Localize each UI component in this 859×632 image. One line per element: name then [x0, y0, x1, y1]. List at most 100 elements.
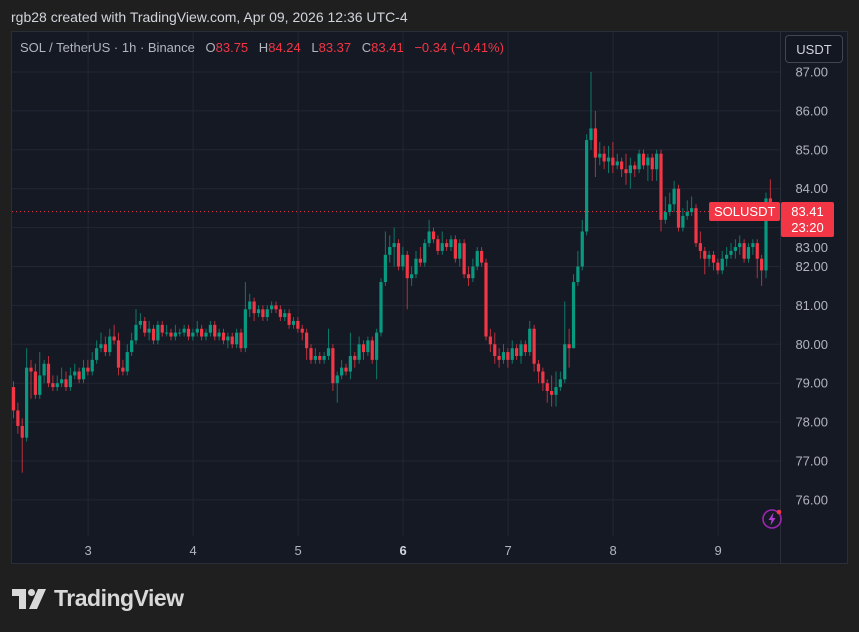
candle-body: [440, 243, 444, 251]
candle: [51, 375, 55, 391]
currency-button[interactable]: USDT: [785, 35, 843, 63]
candle-body: [147, 328, 151, 333]
candle-body: [265, 309, 269, 318]
candle-body: [95, 348, 99, 360]
candle-body: [366, 340, 370, 353]
candle-body: [116, 340, 121, 368]
candle: [200, 324, 204, 341]
candle-body: [326, 348, 331, 356]
lightning-icon[interactable]: [761, 508, 783, 535]
high-label: H: [258, 40, 269, 55]
candle: [523, 340, 527, 356]
candle-body: [33, 371, 37, 395]
candle-body: [86, 367, 90, 372]
candle: [493, 332, 497, 364]
candle-body: [226, 336, 230, 341]
candle: [633, 161, 637, 178]
candle-body: [134, 324, 138, 341]
candle: [243, 282, 247, 353]
candle: [615, 153, 619, 170]
candle-body: [567, 344, 571, 349]
candle-body: [335, 375, 339, 384]
candle-body: [121, 367, 125, 372]
candle: [143, 317, 147, 337]
candle: [414, 250, 418, 279]
candle-body: [410, 274, 414, 279]
candle-body: [720, 258, 724, 271]
candle-body: [375, 332, 379, 360]
symbol-label[interactable]: SOL / TetherUS · 1h · Binance: [20, 40, 195, 55]
candle: [606, 145, 611, 174]
candle-body: [493, 344, 497, 356]
candle-body: [515, 348, 519, 356]
price-axis-label: 77.00: [795, 454, 828, 469]
candle-body: [563, 344, 567, 380]
candle-body: [191, 332, 195, 337]
tradingview-logo[interactable]: TradingView: [12, 585, 184, 612]
candle-body: [20, 425, 24, 438]
candle-body: [278, 309, 282, 318]
candle: [593, 110, 597, 178]
candle-body: [449, 239, 453, 248]
candle: [532, 324, 536, 372]
candle: [707, 250, 711, 267]
candle-body: [755, 243, 759, 259]
candle-body: [331, 348, 335, 384]
candle-body: [305, 332, 309, 349]
candle: [484, 258, 488, 341]
candle: [453, 235, 457, 263]
candle: [410, 266, 414, 286]
candle: [405, 250, 409, 310]
candle-body: [466, 274, 471, 279]
close-label: C: [361, 40, 372, 55]
candle: [331, 344, 335, 391]
candle-body: [25, 367, 29, 438]
candle: [305, 328, 309, 360]
candle: [506, 348, 510, 368]
candle: [173, 324, 177, 341]
candle-body: [51, 383, 55, 388]
candle-body: [506, 352, 510, 360]
candle: [90, 352, 94, 376]
candle-body: [309, 348, 313, 360]
chart-panel[interactable]: [11, 31, 848, 564]
candle-body: [742, 243, 746, 259]
candle-body: [733, 247, 737, 251]
candle-body: [427, 231, 431, 244]
candle: [73, 363, 77, 380]
candle: [322, 352, 326, 364]
candle: [685, 200, 689, 220]
candle: [287, 309, 291, 329]
candle-body: [383, 254, 387, 283]
candle: [361, 340, 366, 360]
candle-body: [497, 355, 501, 360]
candle: [471, 258, 475, 283]
candle-body: [173, 332, 177, 337]
candle-body: [283, 313, 287, 318]
candle-body: [392, 243, 396, 248]
candle: [488, 328, 492, 353]
price-axis-label: 86.00: [795, 103, 828, 118]
candle: [497, 348, 501, 368]
candle-body: [169, 332, 173, 337]
candle-body: [296, 320, 300, 329]
candle: [112, 324, 116, 345]
candle-body: [73, 371, 77, 376]
candle-body: [138, 320, 142, 325]
candle-body: [151, 328, 156, 341]
candle-body: [77, 371, 81, 380]
candle: [445, 239, 449, 251]
candle-body: [357, 344, 361, 360]
candle: [554, 371, 558, 407]
candle: [147, 320, 151, 341]
candle-body: [685, 212, 689, 216]
candle-body: [143, 320, 147, 333]
candle: [751, 239, 755, 255]
candle: [186, 324, 191, 341]
candle-body: [396, 243, 401, 267]
candle: [440, 231, 444, 255]
candle: [25, 348, 29, 442]
candle: [598, 142, 602, 166]
candle-body: [698, 243, 702, 251]
